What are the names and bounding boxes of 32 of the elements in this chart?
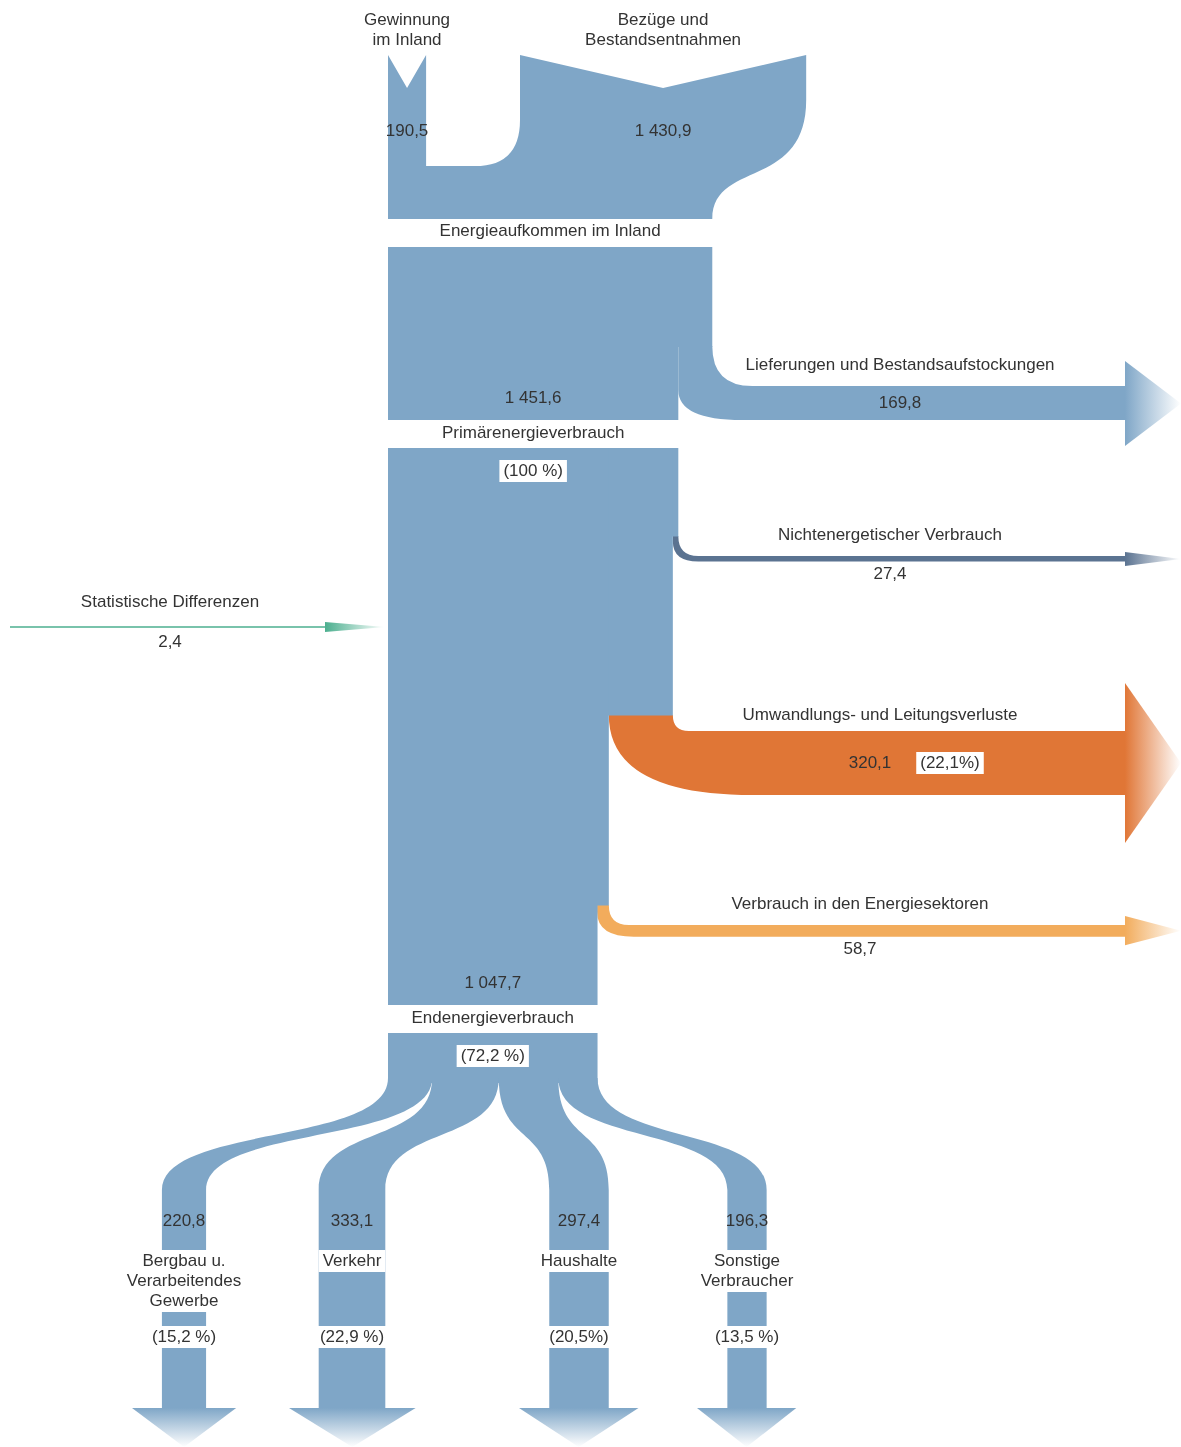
category-label: Haushalte: [540, 1250, 618, 1270]
text: (13,5 %): [714, 1326, 780, 1346]
text: (22,9 %): [319, 1326, 385, 1346]
data-label: 169,8: [878, 392, 922, 412]
category-label: Endenergieverbrauch: [411, 1007, 575, 1027]
data-label: 1 451,6: [504, 387, 562, 407]
text: (15,2 %): [151, 1326, 217, 1346]
data-label: 1 047,7: [464, 972, 522, 992]
data-label: 320,1: [848, 752, 892, 772]
category-label: Sonstige Verbraucher: [700, 1250, 794, 1290]
data-label: 220,8: [162, 1210, 206, 1230]
category-label: Gewinnung im Inland: [364, 9, 451, 49]
category-label: Energieaufkommen im Inland: [439, 220, 661, 240]
category-label: Verbrauch in den Energiesektoren: [731, 893, 989, 913]
text: (100 %): [503, 460, 563, 480]
category-label: Verkehr: [322, 1250, 382, 1270]
data-label: 27,4: [873, 564, 907, 584]
category-label: Statistische Differenzen: [80, 591, 260, 611]
text: (22,1%): [920, 752, 980, 772]
category-label: Nichtenergetischer Verbrauch: [778, 524, 1002, 544]
data-label: 2,4: [158, 631, 182, 651]
category-label: Primärenergieverbrauch: [441, 422, 625, 442]
category-label: Bezüge und Bestandsentnahmen: [585, 9, 742, 49]
data-label: 58,7: [843, 939, 877, 959]
data-label: 297,4: [557, 1210, 601, 1230]
category-label: Bergbau u. Verarbeitendes Gewerbe: [126, 1250, 242, 1310]
category-label: Lieferungen und Bestandsaufstockungen: [745, 354, 1055, 374]
data-label: 1 430,9: [634, 120, 692, 140]
text: (72,2 %): [460, 1045, 525, 1065]
data-label: 333,1: [330, 1210, 374, 1230]
text: (20,5%): [549, 1326, 609, 1346]
category-label: Umwandlungs- und Leitungsverluste: [742, 704, 1018, 724]
